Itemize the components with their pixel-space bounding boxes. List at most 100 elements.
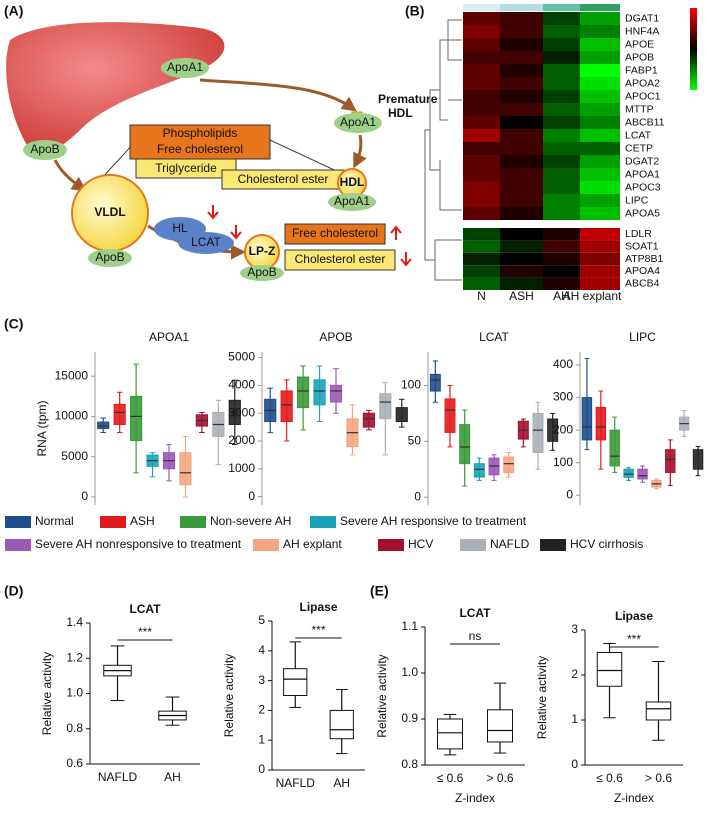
heat-cell <box>580 194 620 207</box>
lpz: LP-Z <box>249 244 276 258</box>
arrow <box>199 78 357 112</box>
group-bar <box>500 4 543 11</box>
heat-cell <box>543 277 580 290</box>
heat-cell <box>543 181 580 194</box>
y-tick-label: 3000 <box>228 405 255 419</box>
box <box>129 124 271 160</box>
box <box>665 449 676 473</box>
group-label: ASH <box>509 289 534 303</box>
y-tick-label: 15000 <box>55 368 89 382</box>
y-tick-label: 1.0 <box>401 665 418 679</box>
box <box>595 406 607 441</box>
heat-cell <box>463 265 500 278</box>
hdl: HDL <box>340 175 365 189</box>
y-tick-label: 1.2 <box>66 650 83 664</box>
connector <box>269 139 346 176</box>
heat-cell <box>463 12 500 25</box>
legend-label: HCV <box>408 537 433 551</box>
heat-cell <box>580 168 620 181</box>
gene-label: APOA2 <box>625 77 660 89</box>
heat-cell <box>580 207 620 220</box>
chart-title: APOA1 <box>149 330 189 344</box>
free-cholesterol: Free cholesterol <box>292 226 378 240</box>
heat-cell <box>500 103 543 116</box>
y-tick-label: 0.8 <box>66 721 83 735</box>
y-tick-label: 0 <box>248 489 255 503</box>
heat-cell <box>543 228 580 241</box>
heat-cell <box>463 181 500 194</box>
group-label: AH explant <box>563 289 622 303</box>
y-axis-label: RNA (tpm) <box>35 400 49 456</box>
heat-cell <box>543 265 580 278</box>
cholesterol-ester: Cholesterol ester <box>295 252 386 266</box>
heat-cell <box>580 90 620 103</box>
heat-cell <box>543 51 580 64</box>
lcat-ellipse <box>178 232 234 254</box>
group-bar <box>543 4 580 11</box>
y-tick-label: 0.8 <box>401 757 418 771</box>
cholesterol-ester: Cholesterol ester <box>238 172 329 186</box>
y-tick-label: 200 <box>553 422 573 436</box>
box <box>645 701 672 721</box>
chart-title: LCAT <box>479 330 509 344</box>
panel-label: (B) <box>405 3 424 19</box>
box <box>313 379 326 406</box>
box <box>596 652 623 687</box>
heat-cell <box>500 90 543 103</box>
y-tick-label: 0.6 <box>66 756 83 770</box>
annotation: ns <box>469 629 482 643</box>
box <box>329 709 354 740</box>
y-tick-label: 0 <box>258 762 265 776</box>
x-axis-label: Z-index <box>455 791 495 805</box>
heat-cell <box>500 116 543 129</box>
heat-cell <box>580 129 620 142</box>
heat-cell <box>463 90 500 103</box>
gene-label: ABCB11 <box>625 116 665 128</box>
apoa1: ApoA1 <box>167 60 203 74</box>
heat-cell <box>500 51 543 64</box>
legend-label: Severe AH responsive to treatment <box>340 514 527 528</box>
x-tick-label: NAFLD <box>276 776 316 790</box>
heat-cell <box>500 12 543 25</box>
box <box>297 376 310 409</box>
lcat: LCAT <box>191 235 221 249</box>
down-arrow <box>207 205 242 240</box>
panel-label: (D) <box>4 583 23 599</box>
y-tick-label: 0.9 <box>401 711 418 725</box>
gene-label: HNF4A <box>625 25 659 37</box>
heat-cell <box>580 51 620 64</box>
group-label: AH <box>553 289 570 303</box>
box <box>503 456 515 474</box>
legend-swatch <box>540 539 566 551</box>
heat-cell <box>463 155 500 168</box>
y-tick-label: 1 <box>258 732 265 746</box>
y-tick-label: 4000 <box>228 378 255 392</box>
x-axis-label: Z-index <box>614 791 654 805</box>
heat-cell <box>580 265 620 278</box>
heat-cell <box>543 142 580 155</box>
chart-title: LIPC <box>629 330 656 344</box>
heat-cell <box>543 207 580 220</box>
heat-cell <box>463 129 500 142</box>
y-axis-label: Relative activity <box>375 654 389 737</box>
heat-cell <box>500 77 543 90</box>
heat-cell <box>463 194 500 207</box>
box <box>97 421 110 429</box>
box <box>113 403 126 425</box>
y-tick-label: 0 <box>571 757 578 771</box>
apob: ApoB <box>247 265 276 279</box>
heat-cell <box>463 207 500 220</box>
legend-swatch <box>5 516 31 528</box>
gene-label: APOB <box>625 51 654 63</box>
free-cholesterol: Free cholesterol <box>157 142 243 156</box>
y-tick-label: 4 <box>258 643 265 657</box>
box <box>284 223 386 245</box>
annotation: *** <box>627 632 641 646</box>
heat-cell <box>543 168 580 181</box>
arrow <box>53 159 87 192</box>
y-axis-label: Relative activity <box>40 652 54 735</box>
heat-cell <box>500 25 543 38</box>
apoa1-ellipse <box>328 193 376 211</box>
heat-cell <box>463 51 500 64</box>
dendrogram <box>424 19 462 281</box>
